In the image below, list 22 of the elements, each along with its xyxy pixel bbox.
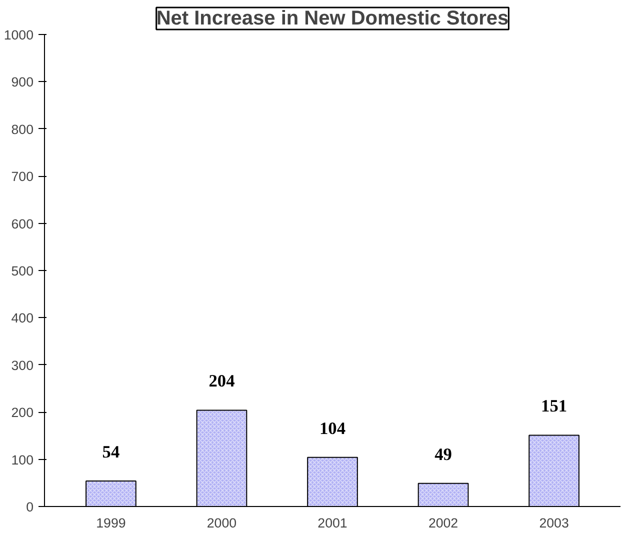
y-tick-label: 600	[11, 216, 34, 232]
data-label: 54	[102, 442, 120, 462]
data-label: 104	[320, 418, 346, 438]
data-label: 204	[208, 372, 236, 391]
y-tick-label: 100	[11, 452, 34, 468]
y-tick-label: 700	[11, 169, 34, 184]
y-tick-label: 0	[26, 500, 34, 514]
y-tick-label: 800	[11, 122, 34, 137]
y-tick-label: 900	[11, 74, 34, 90]
x-tick-label: 2001	[318, 516, 348, 530]
chart-title: Net Increase in New Domestic Stores	[156, 8, 509, 30]
y-tick-label: 200	[11, 405, 34, 420]
y-tick-label: 1000	[4, 28, 34, 42]
x-tick-label: 2002	[428, 516, 458, 530]
x-tick-label: 2000	[206, 516, 237, 530]
data-label: 49	[434, 444, 452, 464]
y-tick-label: 300	[11, 358, 34, 373]
y-tick-label: 400	[11, 310, 34, 326]
y-tick-label: 500	[11, 264, 34, 278]
data-label: 151	[541, 396, 568, 416]
x-tick-label: 2003	[539, 516, 569, 530]
x-tick-label: 1999	[96, 516, 126, 530]
